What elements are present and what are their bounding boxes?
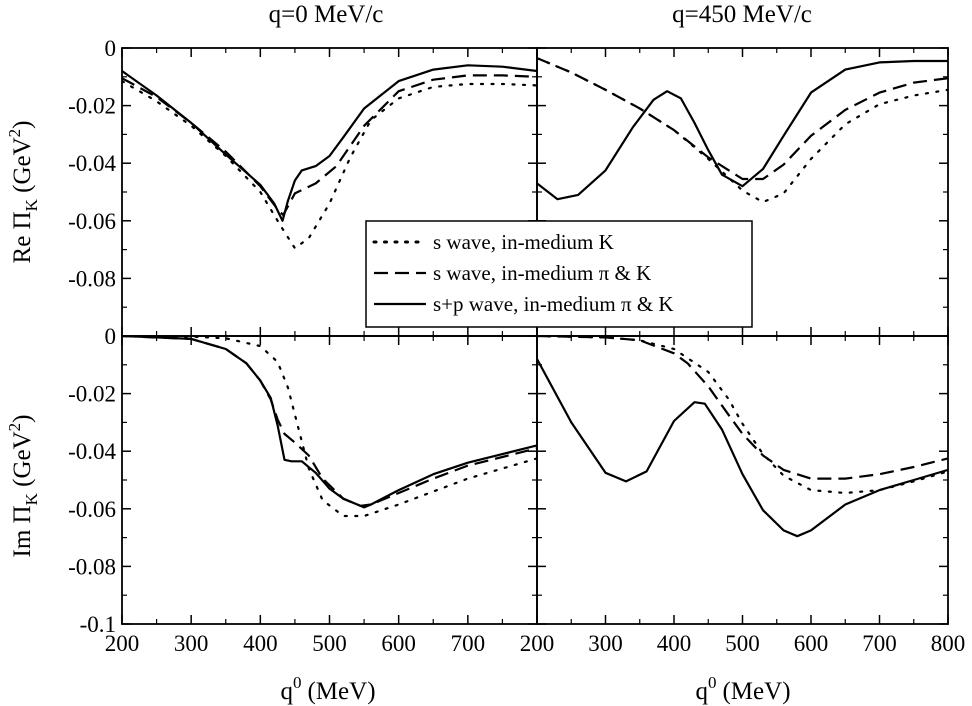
x-tick-label: 200 [520, 631, 555, 656]
series-line-solid [537, 59, 948, 201]
re-axis-title: Re ΠK (GeV2) [5, 121, 41, 264]
y-tick-label: -0.04 [68, 151, 116, 176]
svg-text:Re ΠK (GeV2): Re ΠK (GeV2) [5, 121, 41, 264]
y-tick-label: -0.08 [68, 266, 116, 291]
x-tick-label: 300 [588, 631, 623, 656]
y-tick-label: -0.02 [68, 94, 116, 119]
y-tick-label: 0 [105, 36, 117, 61]
y-tick-label: -0.04 [68, 439, 116, 464]
series-line-solid [122, 336, 537, 507]
series-line-dotted [122, 79, 537, 250]
series-line-solid [537, 358, 948, 538]
x-tick-label: 500 [725, 631, 760, 656]
x-tick-label: 300 [174, 631, 209, 656]
y-tick-label: -0.1 [80, 612, 116, 637]
plot-frame [536, 335, 949, 625]
svg-text:Im ΠK (GeV2): Im ΠK (GeV2) [5, 415, 41, 558]
x-tick-label: 600 [381, 631, 416, 656]
panel-re-q0: 0 -0.02 -0.04 -0.06 -0.08 [68, 36, 538, 337]
x-tick-label: 700 [862, 631, 897, 656]
x-tick-label: 500 [312, 631, 347, 656]
legend-label-dashed: s wave, in-medium π & K [433, 261, 651, 285]
column-title-q450: q=450 MeV/c [672, 1, 812, 28]
legend: s wave, in-medium K s wave, in-medium π … [365, 220, 753, 328]
x-tick-label: 700 [451, 631, 486, 656]
x-axis-title-right: q0 (MeV) [695, 673, 790, 705]
x-tick-label: 400 [657, 631, 692, 656]
legend-box [365, 220, 753, 328]
x-axis-title-left: q0 (MeV) [280, 673, 375, 705]
y-tick-label: -0.02 [68, 382, 116, 407]
x-tick-label: 800 [931, 631, 966, 656]
legend-label-dotted: s wave, in-medium K [433, 230, 614, 254]
panel-im-q450: 200 300 400 500 600 700 800 [520, 335, 966, 656]
column-title-q0: q=0 MeV/c [269, 1, 384, 28]
im-axis-title: Im ΠK (GeV2) [5, 415, 41, 558]
x-tick-label: 200 [105, 631, 140, 656]
y-tick-label: 0 [105, 324, 117, 349]
series-line-dashed [537, 57, 948, 181]
series-line-solid [122, 64, 537, 222]
x-tick-label: 400 [243, 631, 278, 656]
legend-label-solid: s+p wave, in-medium π & K [433, 292, 674, 316]
series-line-dashed [537, 336, 948, 480]
x-tick-label: 600 [794, 631, 829, 656]
y-tick-label: -0.08 [68, 554, 116, 579]
y-tick-label: -0.06 [68, 209, 116, 234]
y-tick-label: -0.06 [68, 497, 116, 522]
